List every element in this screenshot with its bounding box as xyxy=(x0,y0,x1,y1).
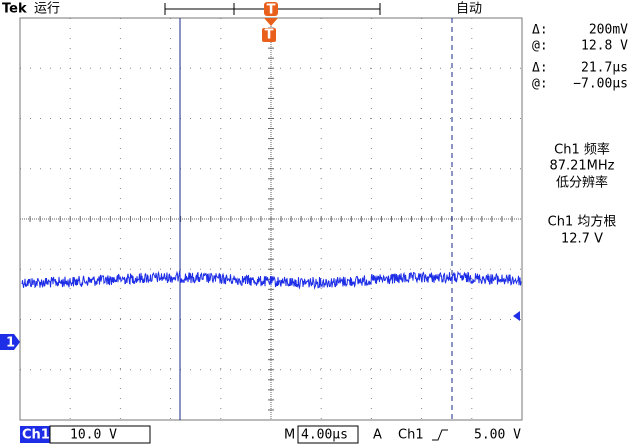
trigger-arrow xyxy=(264,18,278,26)
trigger-time-marker xyxy=(262,28,276,42)
measurement-value: 87.21MHz xyxy=(549,159,614,174)
footer-trigger-level: 5.00 V xyxy=(474,428,521,443)
scale-box xyxy=(49,425,151,444)
measurement-value: 12.7 V xyxy=(561,232,603,247)
measurement-label: Ch1 均方根 xyxy=(548,214,617,230)
footer-trigger-source: Ch1 xyxy=(398,428,424,443)
cursor-label: @: xyxy=(532,39,548,54)
channel-marker-label: 1 xyxy=(6,336,15,351)
cursor-value: 12.8 V xyxy=(581,39,628,54)
cursor-value: 200mV xyxy=(589,23,628,38)
trigger-time-label: T xyxy=(265,28,274,43)
cursor-readout: Δ: 200mV @: 12.8 V Δ: 21.7μs @: −7.00μs xyxy=(532,23,628,92)
trigger-level-marker xyxy=(513,311,520,321)
footer-channel: Ch1 xyxy=(22,428,50,443)
cursor-label: @: xyxy=(532,77,548,92)
cursor-label: Δ: xyxy=(532,23,548,38)
footer-trigger-label: A xyxy=(373,428,382,443)
brand: Tek xyxy=(2,2,27,17)
footer-time-scale: 4.00μs xyxy=(301,428,348,443)
cursor-value: −7.00μs xyxy=(573,77,628,92)
graticule xyxy=(19,17,522,420)
measurement-label: Ch1 频率 xyxy=(554,142,610,158)
run-status: 运行 xyxy=(34,2,60,17)
footer-scale: 10.0 V xyxy=(70,428,117,443)
trigger-slope xyxy=(432,429,448,441)
measurement-note: 低分辨率 xyxy=(556,175,608,191)
channel-marker xyxy=(0,334,20,350)
channel-badge xyxy=(20,426,50,443)
time-box xyxy=(297,425,359,444)
cursor-value: 21.7μs xyxy=(581,61,628,76)
footer-time-label: M xyxy=(284,428,295,443)
waveform xyxy=(21,270,522,290)
trigger-position-marker xyxy=(264,2,278,16)
trigger-mode: 自动 xyxy=(456,2,482,17)
cursor-label: Δ: xyxy=(532,61,548,76)
trigger-position-label: T xyxy=(267,3,276,18)
